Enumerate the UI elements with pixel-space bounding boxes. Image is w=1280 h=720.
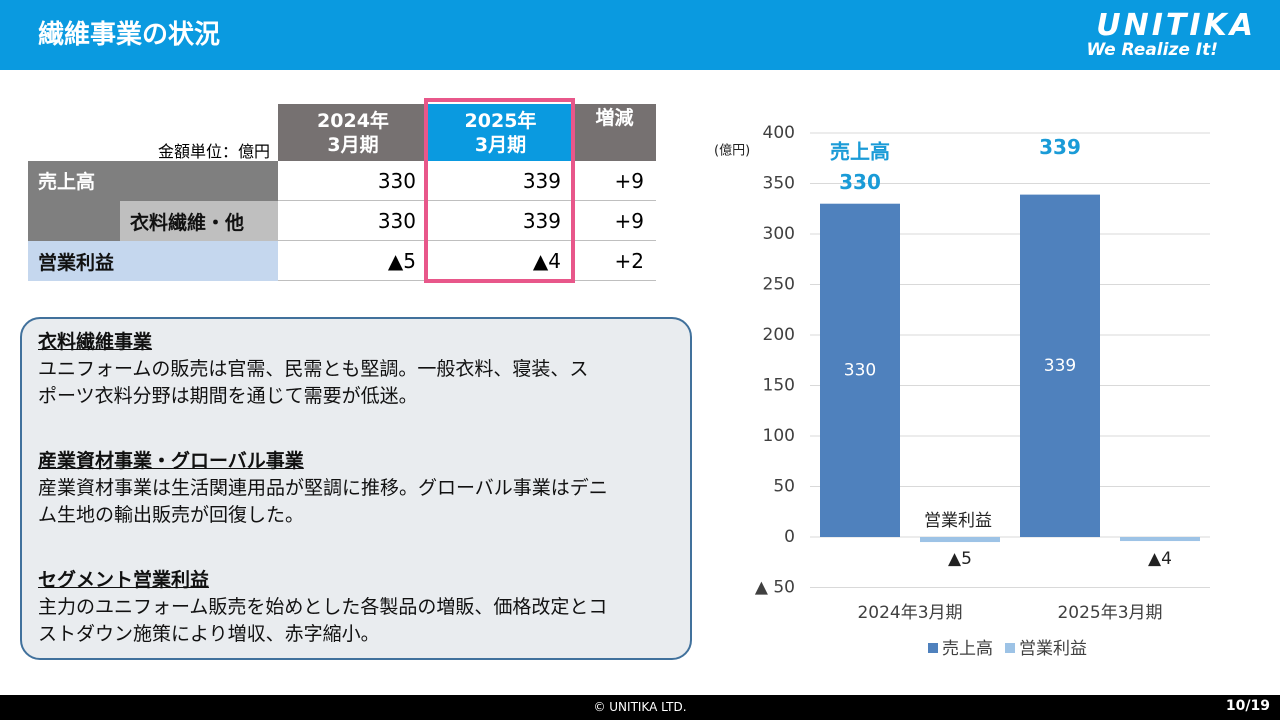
y-tick-label: 50: [773, 477, 795, 497]
x-tick-label: 2025年3月期: [1057, 603, 1162, 623]
note-heading: セグメント営業利益: [38, 569, 210, 591]
note-line: ユニフォームの販売は官需、民需とも堅調。一般衣料、寝装、ス: [38, 358, 589, 380]
bar: [1020, 194, 1100, 538]
table-cell: 330: [278, 161, 428, 201]
x-tick-label: 2024年3月期: [857, 603, 962, 623]
note-section: 衣料繊維事業ユニフォームの販売は官需、民需とも堅調。一般衣料、寝装、ス ポーツ衣料…: [38, 329, 674, 410]
page-number: 10/19: [1225, 698, 1270, 714]
row-label: 売上高: [38, 171, 96, 193]
table-cell: ▲5: [278, 241, 428, 281]
table-cell: +9: [573, 201, 656, 241]
header-line: 3月期: [327, 133, 379, 156]
row-label: 衣料繊維・他: [120, 201, 278, 241]
y-axis-label: (億円): [714, 143, 750, 159]
note-line: ポーツ衣料分野は期間を通じて需要が低迷。: [38, 385, 418, 407]
legend-swatch: [1005, 643, 1015, 653]
legend-label: 売上高: [942, 639, 993, 659]
note-line: 主力のユニフォーム販売を始めとした各製品の増販、価格改定とコ: [38, 596, 608, 618]
table-cell: 339: [428, 201, 573, 241]
table-cell: +9: [573, 161, 656, 201]
bar-value-label: 330: [844, 360, 876, 380]
footer-bar: © UNITIKA LTD. 10/19: [0, 695, 1280, 720]
slide-title: 繊維事業の状況: [38, 20, 221, 50]
y-tick-label: 0: [784, 527, 795, 547]
bar: [820, 203, 900, 537]
note-line: ム生地の輸出販売が回復した。: [38, 504, 305, 526]
column-header: 2024年 3月期: [278, 104, 428, 161]
y-tick-label: 250: [763, 275, 795, 295]
note-section: セグメント営業利益主力のユニフォーム販売を始めとした各製品の増販、価格改定とコス…: [38, 567, 674, 648]
y-tick-label: 200: [763, 325, 795, 345]
bar-value-label: ▲5: [948, 549, 972, 569]
bar-top-label: 339: [1039, 135, 1081, 159]
note-heading: 衣料繊維事業: [38, 331, 153, 353]
notes-box: 衣料繊維事業ユニフォームの販売は官需、民需とも堅調。一般衣料、寝装、ス ポーツ衣料…: [20, 317, 692, 660]
table-cell: 339: [428, 161, 573, 201]
legend-swatch: [928, 643, 938, 653]
y-tick-label: ▲ 50: [755, 578, 795, 598]
annotation: 売上高: [830, 140, 890, 164]
column-header: 2025年 3月期: [428, 104, 573, 161]
y-tick-label: 400: [763, 123, 795, 143]
label-bg: [28, 201, 120, 241]
header-bar: 繊維事業の状況 UNITIKA We Realize It!: [0, 0, 1280, 70]
logo: UNITIKA: [1096, 8, 1256, 43]
tagline: We Realize It!: [1086, 40, 1218, 60]
row-label: 営業利益: [28, 241, 278, 281]
column-header: 増減: [573, 104, 656, 161]
y-tick-label: 350: [763, 174, 795, 194]
table-cell: 330: [278, 201, 428, 241]
bar-value-label: 339: [1044, 356, 1076, 376]
note-heading: 産業資材事業・グローバル事業: [38, 450, 304, 472]
y-tick-label: 300: [763, 224, 795, 244]
unit-label: 金額単位：億円: [157, 142, 270, 161]
header-line: 2024年: [317, 109, 389, 132]
header-line: 3月期: [474, 133, 527, 156]
chart: ▲ 50 0 50 100 150 200 250 300 350 400 (億円) 2024年3月期…: [714, 123, 1210, 659]
note-line: ストダウン施策により増収、赤字縮小。: [38, 623, 380, 645]
note-section: 産業資材事業・グローバル事業産業資材事業は生活関連用品が堅調に推移。グローバル事…: [38, 448, 674, 529]
header-line: 増減: [595, 107, 634, 129]
label-bg: [28, 161, 278, 201]
note-line: 産業資材事業は生活関連用品が堅調に推移。グローバル事業はデニ: [38, 477, 608, 499]
copyright: © UNITIKA LTD.: [593, 700, 687, 714]
header-line: 2025年: [464, 109, 537, 132]
bar-value-label: ▲4: [1148, 549, 1172, 569]
annotation: 営業利益: [924, 511, 992, 531]
table-cell: +2: [573, 241, 656, 281]
y-tick-label: 100: [763, 426, 795, 446]
bar: [1120, 537, 1200, 542]
y-tick-label: 150: [763, 376, 795, 396]
highlight-frame: [424, 98, 575, 283]
bar-top-label: 330: [839, 170, 881, 194]
bar: [920, 537, 1000, 543]
legend-label: 営業利益: [1019, 639, 1087, 659]
